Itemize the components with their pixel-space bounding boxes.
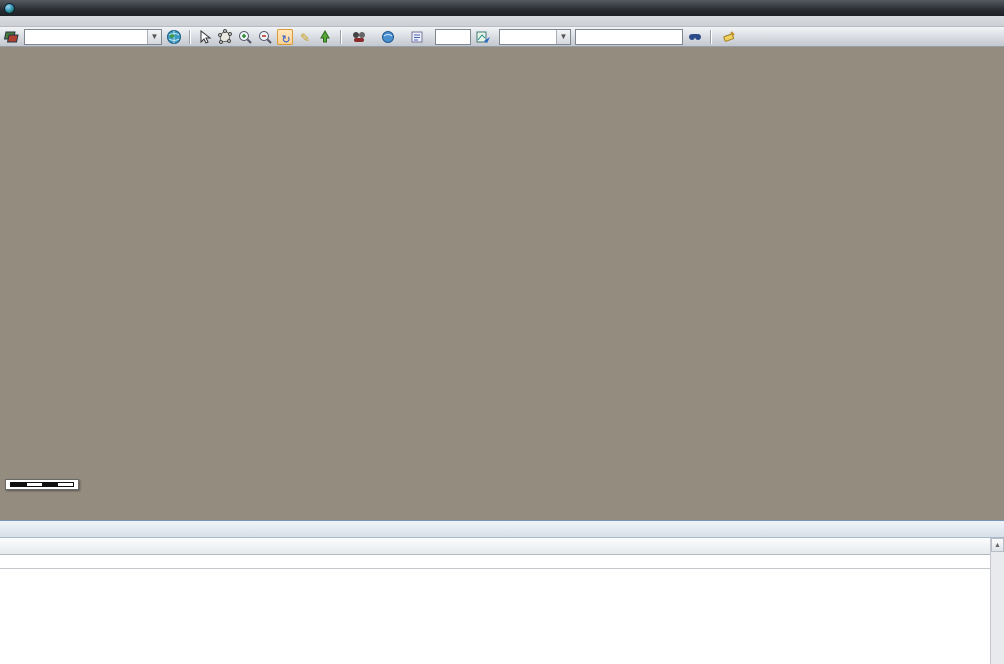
window-globe-icon [4,2,15,14]
layer-combobox[interactable]: ▼ [24,28,162,45]
cell-settings-icon [380,29,396,45]
clear-themes-button[interactable] [718,28,743,46]
polygon-select-icon[interactable] [217,28,233,45]
theme-settings-button[interactable] [406,28,431,46]
manage-clusters-icon [351,29,367,45]
bin-details-caption[interactable] [0,521,1004,538]
manage-clusters-button[interactable] [348,28,373,46]
zoom-out-icon[interactable] [257,29,273,45]
toolbar-separator [189,29,190,44]
layer-combobox-arrow-icon[interactable]: ▼ [147,29,161,44]
cell-search-input[interactable] [575,28,683,45]
cell-combobox[interactable]: ▼ [499,28,571,45]
scale-bar-graphic [10,482,74,487]
sc-collision-icon[interactable] [475,29,491,45]
map-viewport[interactable] [0,47,1004,520]
pencil-icon[interactable]: ✎ [299,30,311,45]
table-header-row [0,538,1004,555]
cursor-icon[interactable] [197,29,213,45]
map-toolbar: ▼ ↻ ✎ [0,27,1004,47]
toolbar-separator [710,29,711,44]
toolbar-separator [340,29,341,44]
cell-combobox-arrow-icon[interactable]: ▼ [556,29,570,44]
plant-icon[interactable] [317,29,333,45]
layers-icon[interactable] [3,29,20,45]
titlebar-substrip [0,16,1004,27]
table-filter-row [0,555,1004,569]
pan-history-icon[interactable]: ↻ [277,28,293,46]
bin-details-panel: ▲ [0,520,1004,664]
globe-icon[interactable] [166,29,182,45]
cell-settings-button[interactable] [377,28,402,46]
map-canvas[interactable] [0,47,1004,520]
find-icon[interactable] [687,29,703,45]
map-scale-bar [5,479,79,490]
table-vertical-scrollbar[interactable]: ▲ [990,538,1004,664]
theme-settings-icon [409,29,425,45]
window-titlebar[interactable] [0,0,1004,16]
eraser-icon [721,29,737,45]
zoom-in-icon[interactable] [237,29,253,45]
scrollbar-up-arrow-icon[interactable]: ▲ [991,538,1004,552]
theme-value-input[interactable] [435,28,471,45]
